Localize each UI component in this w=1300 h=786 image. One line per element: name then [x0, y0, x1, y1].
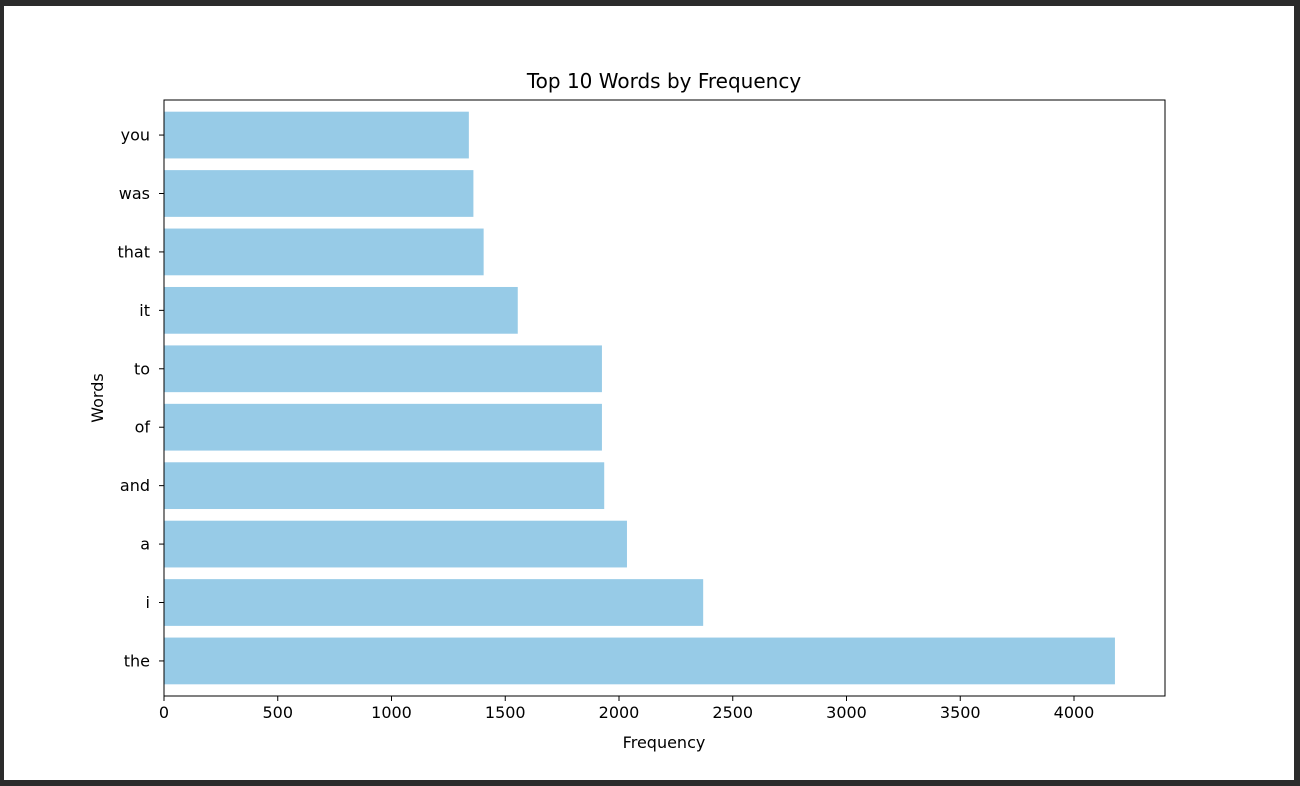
bar-to — [164, 345, 602, 393]
bar-it — [164, 286, 518, 334]
bar-the — [164, 637, 1115, 685]
bars-layer — [164, 111, 1115, 685]
x-tick-label: 1000 — [371, 703, 412, 722]
y-tick-label: of — [135, 418, 151, 437]
bar-you — [164, 111, 469, 159]
x-tick-label: 4000 — [1054, 703, 1095, 722]
bar-a — [164, 520, 627, 568]
y-tick-label: to — [134, 359, 150, 378]
y-tick-label: and — [120, 476, 150, 495]
bar-of — [164, 403, 602, 451]
x-tick-label: 3500 — [940, 703, 981, 722]
y-tick-label: the — [124, 651, 150, 670]
x-tick-label: 3000 — [826, 703, 867, 722]
y-tick-label: was — [119, 184, 150, 203]
chart-title: Top 10 Words by Frequency — [526, 69, 801, 93]
x-tick-label: 2000 — [599, 703, 640, 722]
y-tick-label: it — [139, 301, 150, 320]
y-tick-label: you — [121, 126, 150, 145]
bar-that — [164, 228, 484, 276]
x-tick-label: 500 — [262, 703, 293, 722]
y-ticks-layer: the i a and of to it that was you — [118, 126, 164, 670]
bar-and — [164, 462, 605, 510]
x-tick-label: 1500 — [485, 703, 526, 722]
bar-i — [164, 579, 704, 626]
y-tick-label: i — [146, 593, 150, 612]
x-axis-label: Frequency — [623, 733, 706, 752]
y-tick-label: that — [118, 242, 151, 261]
x-tick-label: 2500 — [712, 703, 753, 722]
y-axis-label: Words — [88, 373, 107, 422]
x-ticks-layer: 0 500 1000 1500 2000 2500 3000 3500 4000 — [159, 696, 1094, 722]
bar-was — [164, 170, 474, 217]
y-tick-label: a — [140, 535, 150, 554]
plot-frame — [163, 99, 1166, 697]
x-tick-label: 0 — [159, 703, 169, 722]
